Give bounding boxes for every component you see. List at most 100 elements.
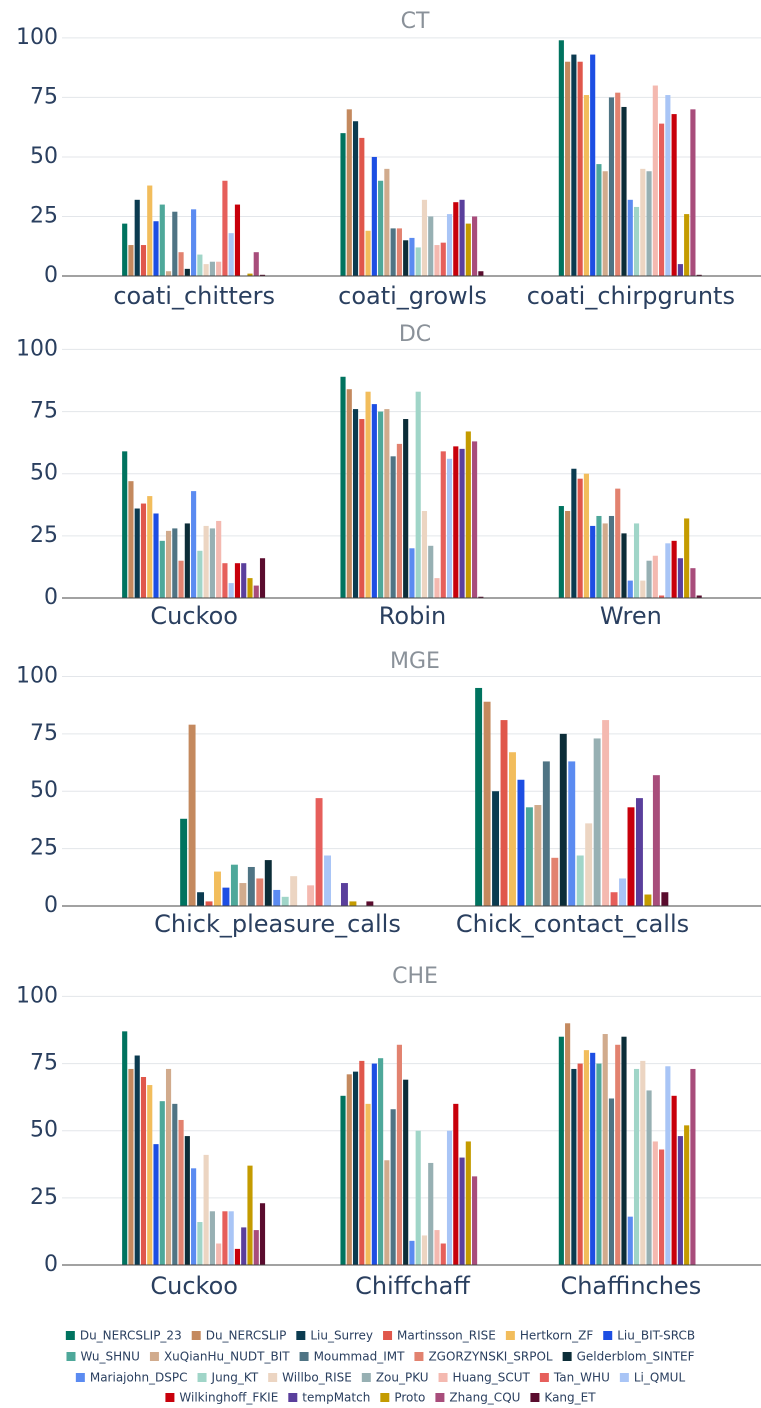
legend-swatch — [383, 1331, 393, 1340]
bar — [583, 473, 589, 598]
bar — [635, 798, 643, 906]
bar — [203, 1154, 209, 1265]
bar — [428, 545, 434, 598]
bar — [234, 204, 241, 276]
bar — [253, 252, 259, 276]
bar — [234, 563, 241, 598]
bar — [371, 404, 377, 598]
x-tick-label: Chick_contact_calls — [456, 910, 689, 938]
legend-swatch — [299, 1352, 309, 1361]
legend-swatch — [288, 1393, 298, 1402]
bar — [205, 901, 213, 906]
bar — [577, 1063, 583, 1265]
bar — [644, 894, 652, 906]
x-tick-label: coati_chitters — [113, 282, 275, 310]
bar — [696, 595, 702, 598]
y-tick-label: 25 — [30, 203, 58, 228]
bar — [191, 1168, 197, 1265]
bar — [340, 1095, 346, 1265]
bar — [153, 1144, 159, 1265]
bar — [222, 180, 228, 276]
bar — [571, 468, 577, 598]
bar — [378, 411, 384, 598]
legend-label: Liu_Surrey — [310, 1329, 373, 1343]
bar — [565, 1023, 571, 1265]
legend-label: Moummad_IMT — [314, 1350, 406, 1364]
bar — [633, 206, 640, 276]
bar — [349, 901, 357, 906]
bar — [366, 901, 374, 906]
bar — [256, 878, 264, 906]
legend-swatch — [539, 1373, 549, 1382]
bar — [459, 1157, 465, 1265]
bar — [147, 1085, 153, 1265]
bar — [340, 376, 346, 598]
bar — [172, 211, 178, 276]
bar — [440, 1243, 446, 1265]
legend-swatch — [435, 1393, 445, 1402]
bar — [209, 1211, 215, 1265]
legend-label: Gelderblom_SINTEF — [577, 1350, 695, 1364]
y-tick-label: 100 — [16, 983, 58, 1008]
y-tick-label: 75 — [30, 721, 58, 746]
bar — [128, 245, 134, 276]
bar — [558, 40, 564, 277]
legend-swatch — [191, 1331, 201, 1340]
bar — [228, 583, 234, 598]
bar — [281, 896, 289, 906]
bar — [259, 1203, 266, 1265]
bar — [590, 1052, 596, 1265]
x-tick-label: Chiffchaff — [355, 1272, 470, 1300]
bar — [346, 1074, 352, 1265]
bar — [621, 1036, 627, 1265]
y-tick-label: 75 — [30, 399, 58, 424]
bar — [390, 456, 396, 598]
legend-label: Zou_PKU — [376, 1371, 429, 1385]
bar — [178, 252, 184, 276]
bar — [492, 791, 500, 906]
y-tick-label: 0 — [44, 893, 58, 918]
legend-label: Wilkinghoff_FKIE — [179, 1391, 278, 1405]
bar — [659, 123, 665, 276]
legend-label: tempMatch — [302, 1391, 370, 1405]
bar — [465, 1141, 471, 1265]
bar — [446, 1130, 453, 1265]
bar — [627, 199, 633, 276]
bar — [178, 1119, 184, 1265]
bar — [602, 523, 608, 598]
x-tick-label: Chick_pleasure_calls — [154, 910, 401, 938]
legend-label: Zhang_CQU — [449, 1391, 520, 1405]
bar — [596, 164, 602, 276]
legend-swatch — [361, 1373, 371, 1382]
bar — [472, 441, 478, 598]
bar — [619, 878, 627, 906]
bar — [571, 54, 577, 277]
bar — [140, 245, 147, 276]
bar — [352, 409, 359, 598]
x-tick-label: Robin — [379, 602, 446, 630]
bar — [228, 233, 234, 276]
bar — [134, 1055, 140, 1265]
bar — [159, 540, 165, 598]
bar — [608, 97, 615, 276]
bar — [608, 1098, 615, 1265]
bar — [197, 254, 203, 276]
bar — [633, 1068, 640, 1265]
legend-swatch — [268, 1373, 278, 1382]
legend-swatch — [530, 1393, 540, 1402]
bar — [247, 1165, 253, 1265]
bar — [690, 568, 696, 598]
bar — [690, 1068, 696, 1265]
legend-label: Martinsson_RISE — [397, 1329, 496, 1343]
bar — [122, 451, 128, 598]
bar — [659, 1149, 665, 1265]
bar — [558, 506, 564, 598]
bar — [509, 752, 516, 906]
bar — [640, 1060, 646, 1265]
bar — [478, 271, 484, 276]
bar — [241, 563, 247, 598]
bar — [359, 137, 365, 276]
legend-label: Tan_WHU — [553, 1371, 610, 1385]
bar — [608, 515, 615, 598]
bar — [478, 596, 484, 598]
